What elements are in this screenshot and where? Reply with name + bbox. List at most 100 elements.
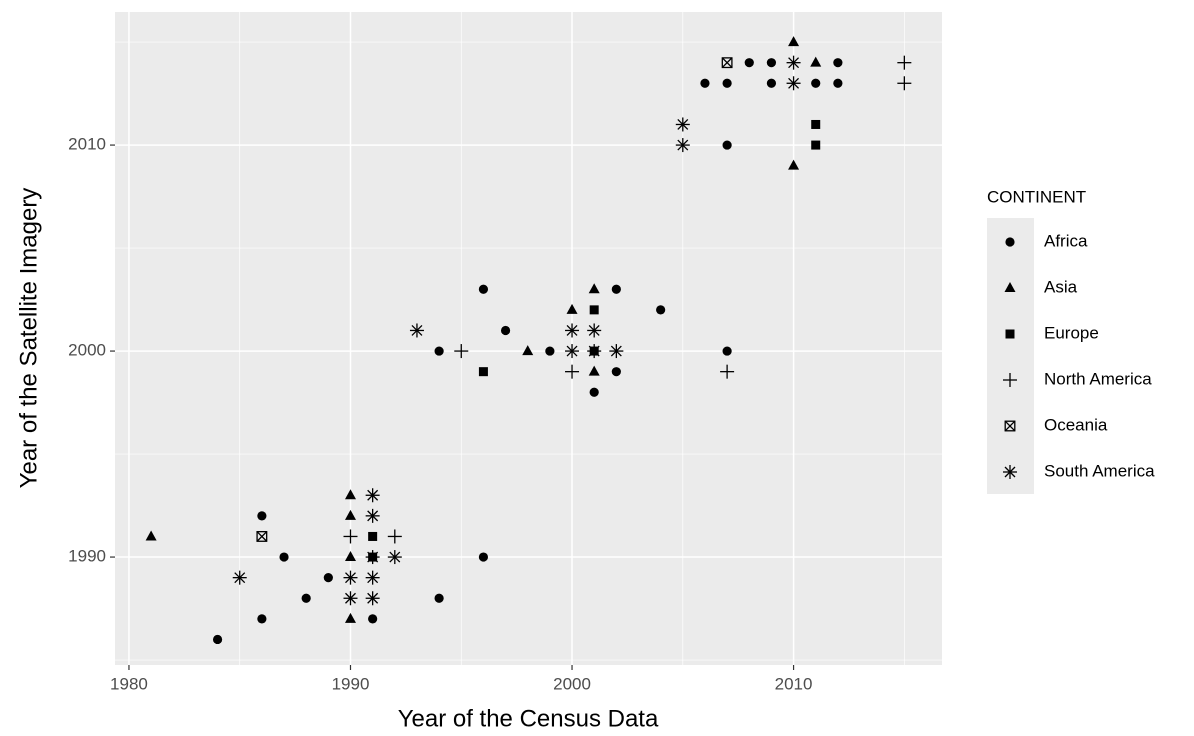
marker-shape [833,78,843,88]
x-axis-title: Year of the Census Data [398,705,659,732]
marker-shape [434,593,444,603]
marker-shape [323,573,333,583]
marker-stroke [566,325,578,336]
marker-stroke [389,551,401,563]
marker-shape [344,612,356,623]
marker-shape [1004,420,1016,432]
marker-shape [588,365,600,376]
point [565,344,580,359]
x-tick-label: 1990 [332,674,370,693]
marker-shape [344,509,356,520]
point [810,56,822,67]
panel [115,12,942,665]
point [897,55,912,70]
point [343,570,358,585]
marker-shape [1005,329,1015,339]
x-tick-label: 2010 [775,674,813,693]
point [368,614,378,624]
point [478,367,488,377]
marker-shape [700,78,710,88]
point [611,367,621,377]
point [257,614,267,624]
y-tick-label: 2000 [68,341,106,360]
legend-label: Oceania [1044,415,1108,434]
marker-shape [212,634,223,645]
point [387,550,402,565]
point [365,570,380,585]
marker-shape [566,303,578,314]
point [766,58,777,68]
point [611,284,621,294]
point [256,531,268,542]
marker-shape [145,530,157,541]
marker-stroke [588,325,600,336]
point [344,551,356,562]
marker-stroke [788,57,800,69]
marker-shape [589,305,599,315]
marker-shape [766,78,777,88]
point [434,346,444,356]
point [833,58,843,68]
x-tick-label: 2000 [553,674,591,693]
marker-stroke [367,510,379,522]
marker-stroke [677,139,689,151]
point [545,346,555,356]
point [522,345,534,356]
marker-shape [368,531,378,541]
marker-shape [344,551,356,562]
point [722,78,732,88]
marker-shape [722,78,732,88]
legend-key [1005,237,1015,247]
point [589,305,599,315]
point [897,76,912,91]
marker-shape [656,305,666,315]
point [365,488,380,503]
marker-shape [810,56,822,67]
marker-shape [611,284,621,294]
marker-shape [766,58,777,68]
marker-shape [257,614,267,624]
marker-stroke [788,77,800,89]
marker-shape [611,367,621,377]
point [434,593,444,603]
point [786,55,801,70]
marker-stroke [677,119,689,130]
marker-shape [478,552,489,562]
point [811,140,821,150]
point [257,511,267,521]
legend-label: South America [1044,461,1155,480]
marker-shape [301,593,311,603]
marker-stroke [1004,420,1016,432]
point [409,323,424,338]
point [454,344,469,359]
marker-shape [722,346,732,356]
point [279,552,289,562]
legend-key [1004,282,1016,292]
marker-shape [811,140,821,150]
point [343,591,358,606]
point [656,305,666,315]
point [700,78,710,88]
point [478,552,489,562]
marker-shape [500,325,511,336]
legend-title: CONTINENT [987,187,1086,206]
marker-stroke [588,345,600,357]
y-axis-title: Year of the Satellite Imagery [15,188,42,489]
point [833,78,843,88]
marker-stroke [1004,466,1016,478]
marker-shape [257,511,267,521]
point [145,530,157,541]
point [344,509,356,520]
point [301,593,311,603]
marker-shape [1004,282,1016,292]
marker-shape [1005,237,1015,247]
point [387,529,402,544]
point [365,550,380,565]
point [232,570,247,585]
legend-label: North America [1044,369,1152,388]
marker-stroke [367,489,379,501]
point [720,364,735,379]
point [565,364,580,379]
